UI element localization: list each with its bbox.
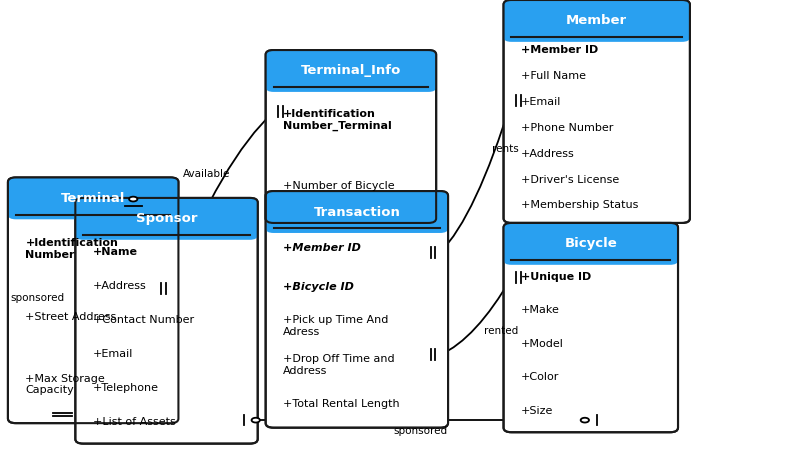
Text: Transaction: Transaction [313, 206, 400, 218]
Text: +Identification
Number_Terminal: +Identification Number_Terminal [283, 109, 392, 131]
Text: +List of Assets: +List of Assets [93, 417, 175, 427]
Text: Member: Member [566, 15, 627, 27]
Text: +Total Rental Length: +Total Rental Length [283, 399, 400, 409]
Text: +Email: +Email [521, 97, 561, 107]
FancyBboxPatch shape [266, 191, 448, 428]
FancyBboxPatch shape [504, 223, 678, 265]
Text: +Bicycle ID: +Bicycle ID [283, 282, 354, 292]
Text: +Telephone: +Telephone [93, 383, 159, 393]
Text: +Driver's License: +Driver's License [521, 175, 619, 185]
FancyBboxPatch shape [266, 191, 448, 233]
Text: +Street Address: +Street Address [25, 312, 117, 322]
Text: +Color: +Color [521, 373, 559, 383]
Text: sponsored: sponsored [10, 293, 65, 303]
Circle shape [129, 197, 137, 202]
Text: +Full Name: +Full Name [521, 71, 586, 81]
FancyBboxPatch shape [504, 223, 678, 432]
Text: sponsored: sponsored [393, 426, 447, 436]
Text: +Max Storage
Capacity: +Max Storage Capacity [25, 374, 105, 395]
Text: +Phone Number: +Phone Number [521, 123, 613, 133]
FancyBboxPatch shape [8, 177, 178, 423]
Text: +Email: +Email [93, 349, 133, 359]
Text: +Name: +Name [93, 247, 138, 257]
Text: rented: rented [484, 326, 518, 336]
FancyBboxPatch shape [266, 50, 436, 92]
Circle shape [251, 418, 260, 423]
Text: +Identification
Number: +Identification Number [25, 238, 118, 259]
Text: +Number of Bicycle: +Number of Bicycle [283, 181, 395, 191]
Text: +Size: +Size [521, 406, 554, 416]
Text: +Unique ID: +Unique ID [521, 272, 592, 282]
FancyBboxPatch shape [75, 198, 258, 444]
Text: +Membership Status: +Membership Status [521, 201, 638, 211]
Text: +Contact Number: +Contact Number [93, 315, 194, 325]
FancyBboxPatch shape [8, 177, 178, 219]
Text: Sponsor: Sponsor [136, 212, 197, 225]
Text: +Pick up Time And
Adress: +Pick up Time And Adress [283, 315, 389, 337]
Text: Terminal_Info: Terminal_Info [301, 65, 401, 77]
FancyBboxPatch shape [75, 198, 258, 240]
Text: Terminal: Terminal [61, 192, 125, 205]
Text: +Drop Off Time and
Address: +Drop Off Time and Address [283, 354, 395, 375]
Text: +Model: +Model [521, 339, 564, 349]
FancyBboxPatch shape [504, 0, 690, 42]
Text: Available: Available [182, 169, 230, 179]
Text: +Member ID: +Member ID [283, 243, 361, 253]
Text: +Make: +Make [521, 305, 560, 315]
Circle shape [580, 418, 589, 423]
FancyBboxPatch shape [504, 0, 690, 223]
Text: +Address: +Address [521, 149, 575, 159]
Text: +Member ID: +Member ID [521, 45, 598, 55]
Text: Bicycle: Bicycle [565, 238, 617, 250]
Text: +Address: +Address [93, 281, 147, 291]
FancyBboxPatch shape [266, 50, 436, 223]
Text: rents: rents [492, 144, 519, 154]
